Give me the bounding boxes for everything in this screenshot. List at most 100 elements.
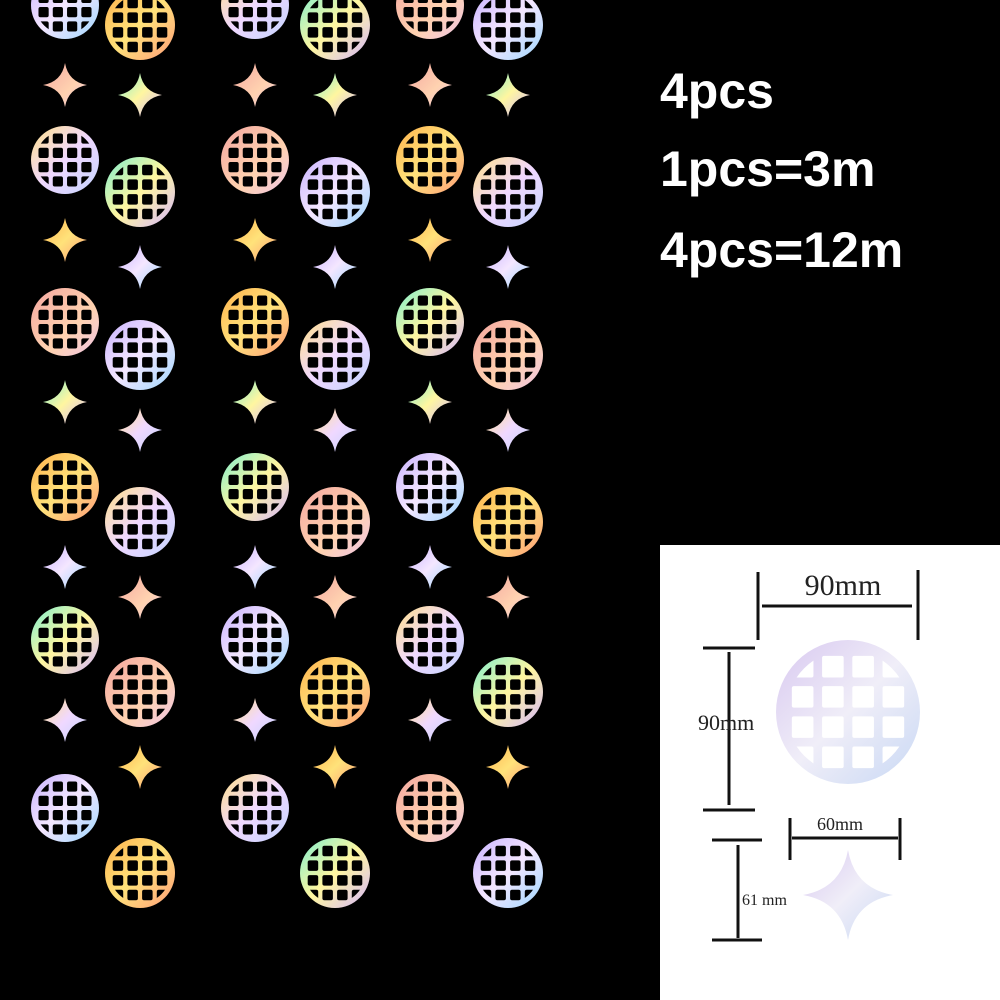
- ball-hole: [228, 162, 239, 173]
- ball-hole: [510, 845, 521, 857]
- ball-hole: [495, 708, 506, 720]
- ball-hole: [351, 194, 363, 205]
- ball-hole: [52, 627, 63, 638]
- ball-hole: [257, 162, 268, 173]
- ball-hole: [322, 342, 333, 353]
- ball-hole: [403, 489, 414, 500]
- ball-hole: [337, 27, 348, 38]
- ball-hole: [67, 795, 78, 806]
- ball-hole: [446, 489, 457, 500]
- ball-holes: [307, 845, 363, 901]
- ball-hole: [322, 694, 333, 705]
- ball-hole: [480, 860, 492, 871]
- disco-ball: [473, 320, 543, 390]
- ball-hole: [322, 164, 333, 176]
- ball-hole: [510, 194, 521, 205]
- ball-hole: [432, 627, 443, 638]
- ball-hole: [417, 147, 428, 158]
- ball-hole: [446, 627, 457, 638]
- ball-hole: [52, 295, 63, 306]
- ball-hole: [432, 7, 443, 18]
- ball-holes: [480, 327, 536, 383]
- ball-hole: [112, 194, 124, 205]
- star: [408, 698, 452, 742]
- ball-hole: [81, 162, 92, 173]
- ball-hole: [307, 342, 319, 353]
- ball-hole: [403, 0, 414, 3]
- ball-hole: [81, 489, 92, 500]
- ball-hole: [38, 162, 49, 173]
- ball-hole: [127, 342, 138, 353]
- ball-hole: [242, 176, 253, 187]
- ball-hole: [337, 538, 348, 550]
- star: [118, 245, 162, 289]
- ball-hole: [142, 12, 153, 23]
- ball-hole: [510, 509, 521, 520]
- ball-hole: [432, 133, 443, 144]
- ball-hole: [242, 627, 253, 638]
- ball-hole: [112, 12, 124, 23]
- ball-hole: [67, 338, 78, 349]
- ball-hole: [322, 27, 333, 38]
- ball-hole: [67, 656, 78, 667]
- ball-hole: [495, 357, 506, 368]
- ball-hole: [257, 309, 268, 320]
- ball-body: [396, 606, 464, 674]
- ball-hole: [432, 503, 443, 514]
- ball-holes: [38, 0, 92, 32]
- ball-hole: [524, 524, 536, 535]
- disco-ball: [396, 126, 464, 194]
- ball-hole: [403, 162, 414, 173]
- ball-hole: [432, 460, 443, 471]
- ball-hole: [271, 627, 282, 638]
- ball-hole: [142, 845, 153, 857]
- ball-hole: [112, 27, 124, 38]
- ball-hole: [271, 489, 282, 500]
- ball-hole: [242, 295, 253, 306]
- ball-hole: [142, 679, 153, 690]
- ball-hole: [524, 860, 536, 871]
- ball-hole: [67, 176, 78, 187]
- ball-hole: [480, 694, 492, 705]
- ball-hole: [417, 474, 428, 485]
- ball-hole: [112, 179, 124, 190]
- star: [313, 73, 357, 117]
- disco-ball: [300, 657, 370, 727]
- star: [43, 218, 87, 262]
- ball-hole: [510, 524, 521, 535]
- ball-hole: [127, 509, 138, 520]
- ball-hole: [142, 357, 153, 368]
- ball-hole: [127, 708, 138, 720]
- ball-hole: [337, 357, 348, 368]
- ball-holes: [112, 327, 168, 383]
- ball-hole: [38, 474, 49, 485]
- disco-ball: [473, 657, 543, 727]
- ball-hole: [127, 694, 138, 705]
- ball-hole: [142, 164, 153, 176]
- ball-body: [396, 288, 464, 356]
- ball-hole: [242, 656, 253, 667]
- ball-hole: [156, 509, 168, 520]
- ball-hole: [495, 509, 506, 520]
- ball-hole: [432, 489, 443, 500]
- ball-body: [105, 487, 175, 557]
- ball-hole: [351, 27, 363, 38]
- ball-hole: [322, 664, 333, 676]
- ball-hole: [52, 810, 63, 821]
- disco-ball: [31, 606, 99, 674]
- ball-hole: [495, 27, 506, 38]
- ball-hole: [524, 179, 536, 190]
- ball-body: [300, 838, 370, 908]
- ball-hole: [495, 164, 506, 176]
- ball-hole: [351, 12, 363, 23]
- ball-hole: [417, 295, 428, 306]
- ball-hole: [112, 357, 124, 368]
- ball-hole: [127, 679, 138, 690]
- ball-hole: [38, 7, 49, 18]
- ball-hole: [322, 357, 333, 368]
- ball-body: [473, 657, 543, 727]
- disco-ball: [105, 157, 175, 227]
- ball-hole: [127, 524, 138, 535]
- ball-hole: [156, 179, 168, 190]
- ball-hole: [228, 627, 239, 638]
